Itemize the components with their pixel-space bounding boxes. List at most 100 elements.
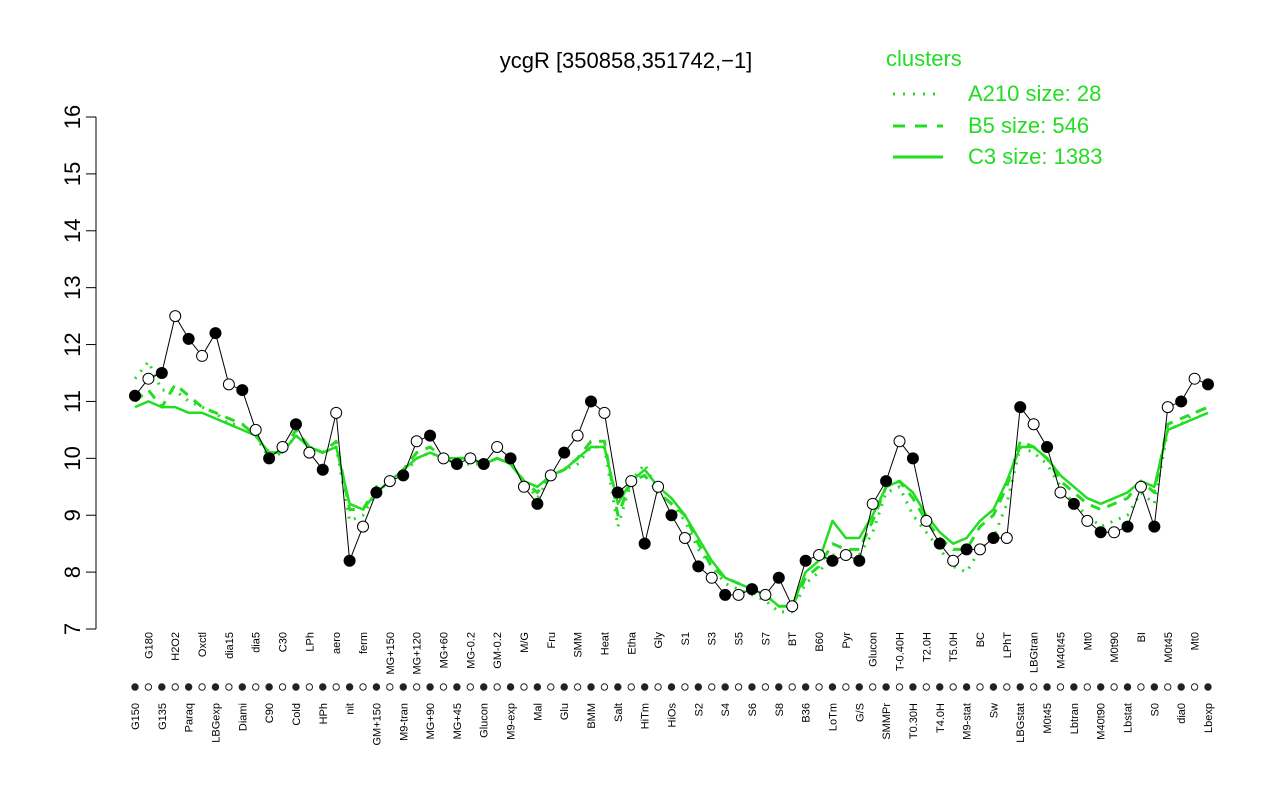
data-point — [1094, 526, 1107, 539]
data-point — [383, 475, 396, 488]
x-tick-label: S7 — [760, 632, 772, 645]
x-tick-mark — [426, 683, 434, 691]
data-point — [799, 554, 812, 567]
x-tick-label: Etha — [626, 631, 638, 655]
x-tick-mark — [453, 683, 461, 691]
data-point — [853, 554, 866, 567]
x-tick-mark — [547, 683, 555, 691]
data-point — [249, 423, 262, 436]
x-tick-label: S2 — [693, 703, 705, 716]
x-tick-mark — [1150, 683, 1159, 691]
y-tick-label: 12 — [60, 332, 85, 356]
data-point — [450, 458, 463, 471]
x-tick-mark — [1070, 683, 1078, 691]
x-tick-label: LBGstat — [1015, 703, 1027, 743]
x-tick-mark — [345, 683, 354, 691]
data-point — [1188, 372, 1201, 385]
x-tick-label: Gly — [653, 632, 665, 649]
series-line-dotted — [133, 360, 1209, 614]
x-tick-label: G180 — [143, 632, 155, 659]
legend-entry-a210: A210 size: 28 — [968, 81, 1101, 106]
x-tick-label: Glucon — [868, 632, 880, 667]
x-tick-mark — [493, 683, 501, 691]
data-point — [920, 514, 933, 527]
x-tick-mark — [144, 683, 153, 691]
data-point — [303, 446, 316, 459]
x-tick-label: Lbexp — [1203, 703, 1215, 733]
x-tick-mark — [359, 683, 367, 691]
y-tick-label: 8 — [60, 566, 85, 578]
x-tick-mark — [131, 683, 139, 691]
data-point — [477, 458, 490, 471]
data-point — [678, 531, 691, 544]
data-point — [813, 549, 826, 562]
x-tick-label: M0t45 — [1042, 703, 1054, 734]
x-tick-mark — [681, 683, 689, 691]
x-tick-mark — [989, 683, 998, 691]
data-point — [692, 560, 705, 573]
y-tick-label: 13 — [60, 275, 85, 299]
legend-title: clusters — [886, 46, 962, 71]
x-tick-label: T0.30H — [908, 703, 920, 739]
x-tick-mark — [962, 683, 971, 691]
x-tick-label: Sw — [988, 703, 1000, 718]
x-tick-mark — [1123, 683, 1132, 691]
x-tick-mark — [238, 683, 247, 691]
x-tick-mark — [319, 683, 327, 691]
x-tick-label: Salt — [613, 703, 625, 722]
x-tick-mark — [533, 683, 542, 691]
x-tick-label: M40t90 — [1096, 703, 1108, 740]
x-tick-mark — [640, 683, 649, 691]
x-tick-mark — [936, 683, 944, 691]
data-point — [517, 480, 530, 493]
x-tick-mark — [184, 683, 193, 691]
data-point — [866, 497, 879, 510]
x-tick-mark — [1190, 683, 1199, 691]
x-tick-label: Paraq — [184, 703, 196, 732]
x-tick-mark — [1177, 683, 1185, 691]
x-tick-label: S1 — [680, 632, 692, 645]
y-tick-label: 16 — [60, 105, 85, 129]
x-tick-label: LBGtran — [1029, 632, 1041, 673]
x-tick-mark — [775, 683, 783, 691]
x-tick-label: M0t45 — [1163, 632, 1175, 663]
x-tick-mark — [1056, 683, 1065, 691]
data-point — [316, 463, 329, 476]
x-tick-mark — [895, 683, 904, 691]
x-tick-label: S3 — [707, 632, 719, 645]
data-point — [276, 440, 289, 453]
data-point — [1161, 401, 1174, 414]
data-point — [222, 378, 235, 391]
data-point — [196, 349, 209, 362]
x-tick-mark — [1043, 683, 1051, 691]
data-point — [491, 440, 504, 453]
x-tick-label: Pyr — [841, 632, 853, 649]
x-tick-mark — [1016, 683, 1024, 691]
x-tick-label: H2O2 — [170, 632, 182, 661]
legend-entry-b5: B5 size: 546 — [968, 113, 1089, 138]
x-tick-mark — [252, 683, 260, 691]
data-point — [826, 554, 839, 567]
x-tick-label: Mt0 — [1082, 632, 1094, 650]
x-tick-label: Lbstat — [1123, 703, 1135, 733]
data-point — [1175, 395, 1188, 408]
x-tick-label: Mal — [532, 703, 544, 721]
x-tick-label: B60 — [814, 632, 826, 652]
x-tick-mark — [614, 683, 622, 691]
x-tick-mark — [976, 683, 984, 691]
data-point — [1121, 520, 1134, 533]
data-point — [1108, 526, 1121, 539]
x-tick-mark — [265, 683, 273, 691]
data-point — [960, 543, 973, 556]
data-point — [893, 435, 906, 448]
data-point — [839, 549, 852, 562]
x-tick-mark — [667, 683, 676, 691]
data-point — [1000, 531, 1013, 544]
y-axis: 7 8 9 10 11 12 13 14 15 16 — [60, 105, 96, 635]
data-point — [625, 475, 638, 488]
x-tick-label: M9-exp — [506, 703, 518, 740]
data-point — [1054, 486, 1067, 499]
x-tick-label: BI — [1136, 632, 1148, 642]
data-point — [424, 429, 437, 442]
x-tick-label: M40t45 — [1055, 632, 1067, 669]
